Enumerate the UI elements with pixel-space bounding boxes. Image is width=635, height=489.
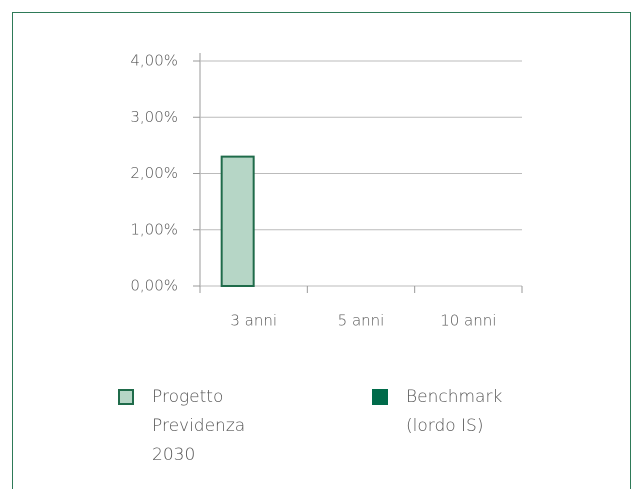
legend-swatch (372, 389, 388, 405)
frame (12, 12, 631, 489)
legend-label: Benchmark (lordo IS) (406, 387, 503, 436)
legend-label: Progetto Previdenza 2030 (152, 387, 246, 465)
legend-swatch (118, 389, 134, 405)
x-tick-label: 3 anni (230, 312, 277, 330)
x-tick-label: 10 anni (440, 312, 496, 330)
x-tick-label: 5 anni (338, 312, 385, 330)
y-tick-label: 4,00% (130, 52, 178, 70)
y-tick-label: 3,00% (130, 108, 178, 126)
y-tick-label: 2,00% (130, 164, 178, 182)
y-tick-label: 1,00% (130, 220, 178, 238)
bar (220, 155, 255, 287)
y-tick-label: 0,00% (130, 277, 178, 295)
